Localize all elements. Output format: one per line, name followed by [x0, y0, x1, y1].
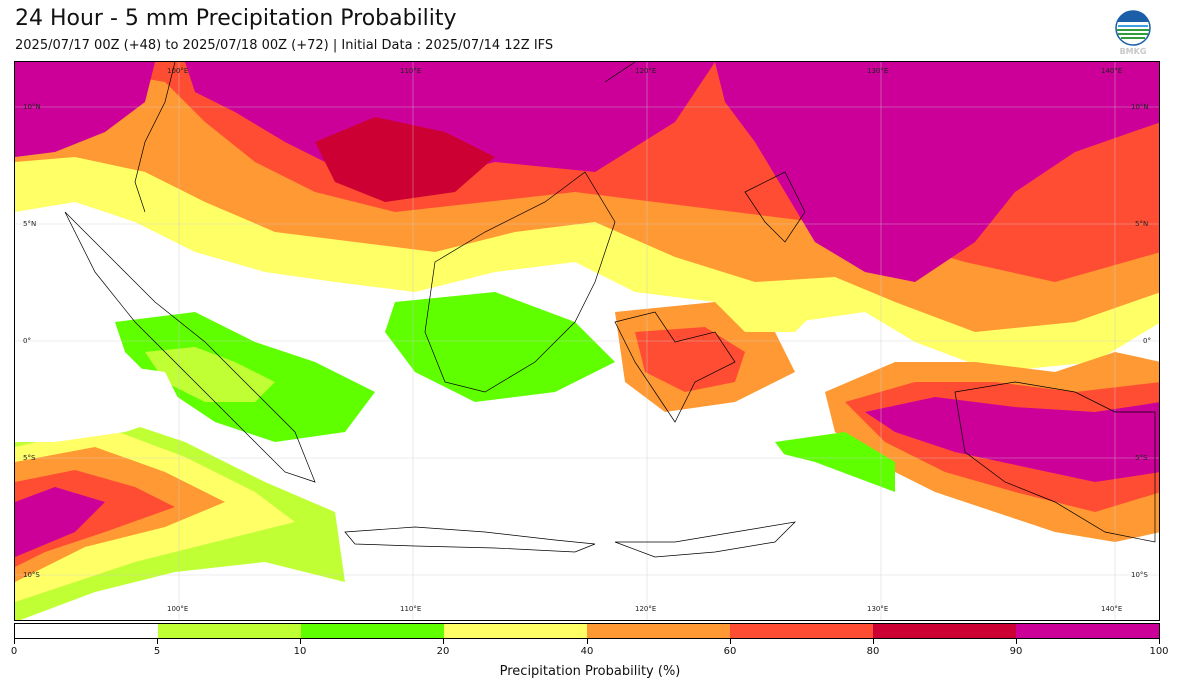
colorbar-tick-label: 5 — [153, 646, 161, 657]
colorbar-tick-label: 100 — [1149, 646, 1169, 657]
color-bin — [301, 624, 444, 638]
bottom-lon-label: 110°E — [400, 605, 422, 613]
right-lat-label: 0° — [1143, 337, 1151, 345]
color-scale-bar — [14, 623, 1160, 639]
colorbar-tick — [587, 639, 588, 644]
left-lat-label: 5°S — [23, 454, 36, 462]
color-bin — [730, 624, 873, 638]
colorbar-tick — [300, 639, 301, 644]
color-bin — [873, 624, 1016, 638]
colorbar-tick-label: 60 — [723, 646, 737, 657]
colorbar-tick — [873, 639, 874, 644]
right-lat-label: 5°N — [1135, 220, 1149, 228]
right-lat-label: 10°S — [1131, 571, 1148, 579]
color-bin — [15, 624, 158, 638]
left-lat-label: 5°N — [23, 220, 37, 228]
right-lat-label: 10°N — [1131, 103, 1149, 111]
colorbar-tick-label: 0 — [10, 646, 18, 657]
color-bin — [1016, 624, 1159, 638]
bottom-lon-label: 120°E — [635, 605, 657, 613]
colorbar-tick — [1159, 639, 1160, 644]
svg-text:BMKG: BMKG — [1120, 47, 1147, 56]
colorbar-tick-label: 20 — [436, 646, 450, 657]
colorbar-tick — [443, 639, 444, 644]
color-bin — [444, 624, 587, 638]
colorbar-tick — [157, 639, 158, 644]
bottom-lon-label: 100°E — [167, 605, 189, 613]
left-lat-label: 10°N — [23, 103, 41, 111]
top-lon-label: 130°E — [867, 67, 889, 75]
bottom-lon-label: 140°E — [1101, 605, 1123, 613]
right-lat-label: 5°S — [1135, 454, 1148, 462]
map-subtitle: 2025/07/17 00Z (+48) to 2025/07/18 00Z (… — [15, 38, 554, 53]
bottom-lon-label: 130°E — [867, 605, 889, 613]
colorbar-tick — [1016, 639, 1017, 644]
map-title: 24 Hour - 5 mm Precipitation Probability — [15, 6, 457, 31]
colorbar-title: Precipitation Probability (%) — [499, 664, 681, 679]
bmkg-logo: BMKG — [1113, 10, 1153, 56]
top-lon-label: 120°E — [635, 67, 657, 75]
precipitation-map: 100°E 110°E 120°E 130°E 140°E 100°E 110°… — [14, 61, 1160, 621]
colorbar-tick-label: 40 — [580, 646, 594, 657]
colorbar-tick-label: 80 — [866, 646, 880, 657]
top-lon-label: 110°E — [400, 67, 422, 75]
top-lon-label: 140°E — [1101, 67, 1123, 75]
colorbar-tick-label: 90 — [1009, 646, 1023, 657]
top-lon-label: 100°E — [167, 67, 189, 75]
color-bin — [158, 624, 301, 638]
colorbar-tick-label: 10 — [293, 646, 307, 657]
colorbar-tick — [14, 639, 15, 644]
colorbar-tick — [730, 639, 731, 644]
left-lat-label: 0° — [23, 337, 31, 345]
left-lat-label: 10°S — [23, 571, 40, 579]
color-bin — [587, 624, 730, 638]
